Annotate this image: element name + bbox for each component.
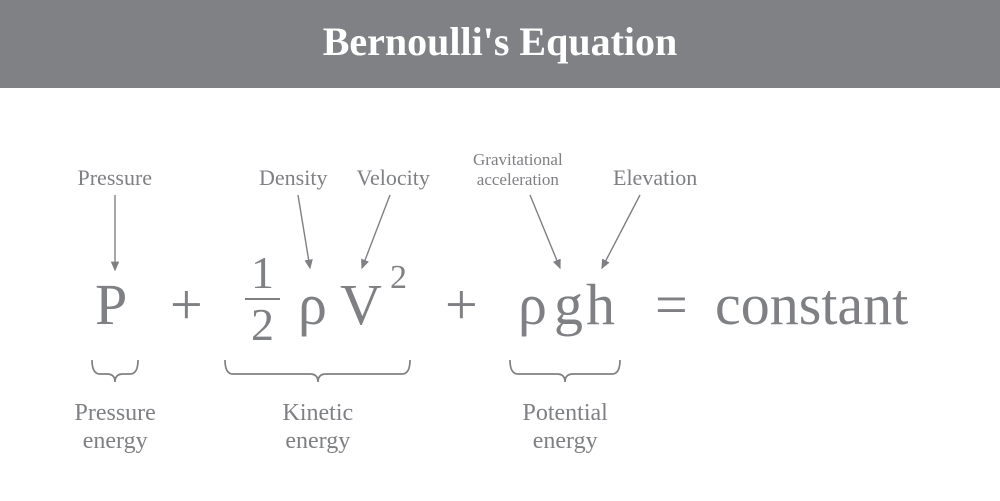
- term-rho-potential: ρ: [518, 271, 547, 338]
- term-velocity-V: V: [340, 271, 382, 338]
- label-density: Density: [259, 165, 327, 190]
- label-pressure-energy: Pressure energy: [75, 400, 156, 455]
- arrow-elevation: [602, 195, 640, 268]
- term-pressure-P: P: [95, 271, 127, 338]
- operator-plus-2: +: [445, 271, 478, 338]
- term-constant: constant: [715, 271, 908, 338]
- brace-pressure_energy: [92, 360, 138, 382]
- label-potential-energy: Potential energy: [523, 400, 608, 455]
- label-elevation: Elevation: [613, 165, 697, 190]
- arrow-velocity: [362, 195, 390, 268]
- label-kinetic-energy: Kinetic energy: [283, 400, 354, 455]
- arrow-density: [298, 195, 310, 268]
- operator-plus-1: +: [170, 271, 203, 338]
- label-gravitational-acceleration: Gravitational acceleration: [473, 150, 563, 189]
- arrow-grav: [530, 195, 560, 268]
- brace-potential_energy: [510, 360, 620, 382]
- term-one-half: 1 2: [245, 248, 280, 350]
- term-rho-kinetic: ρ: [298, 271, 327, 338]
- label-velocity: Velocity: [357, 165, 430, 190]
- label-pressure: Pressure: [78, 165, 153, 190]
- fraction-denominator: 2: [245, 300, 280, 350]
- equation-diagram: P + 1 2 ρ V 2 + ρ g h = constant Pressur…: [0, 0, 1000, 501]
- term-elevation-h: h: [586, 271, 615, 338]
- fraction-numerator: 1: [245, 248, 280, 298]
- term-gravity-g: g: [554, 271, 583, 338]
- term-exponent-2: 2: [390, 259, 407, 297]
- brace-kinetic_energy: [225, 360, 410, 382]
- operator-equals: =: [655, 271, 688, 338]
